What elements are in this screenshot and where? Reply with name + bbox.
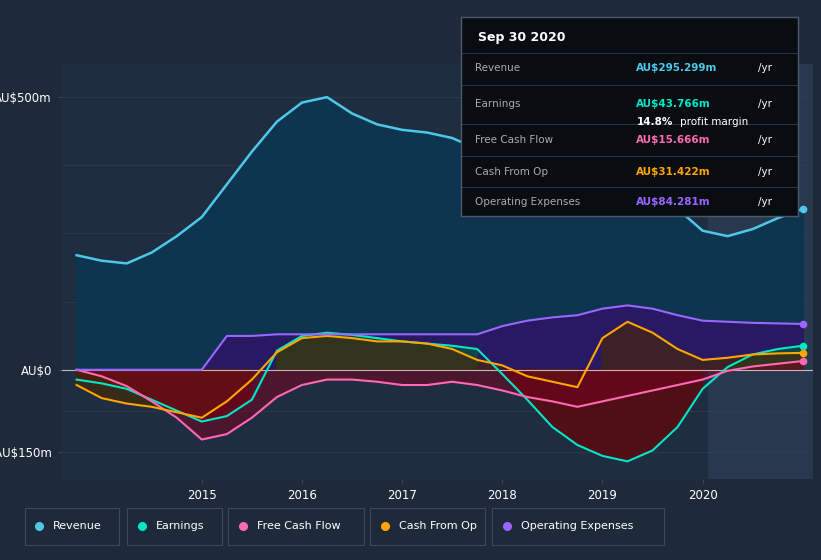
Text: Operating Expenses: Operating Expenses (475, 197, 580, 207)
FancyBboxPatch shape (127, 508, 222, 545)
Text: AU$31.422m: AU$31.422m (636, 167, 711, 177)
FancyBboxPatch shape (25, 508, 119, 545)
Text: Free Cash Flow: Free Cash Flow (257, 521, 341, 531)
Text: Earnings: Earnings (475, 99, 521, 109)
Text: Operating Expenses: Operating Expenses (521, 521, 633, 531)
Text: profit margin: profit margin (680, 117, 749, 127)
Text: /yr: /yr (758, 63, 772, 73)
Text: /yr: /yr (758, 99, 772, 109)
Text: /yr: /yr (758, 135, 772, 145)
Text: Free Cash Flow: Free Cash Flow (475, 135, 553, 145)
Text: /yr: /yr (758, 167, 772, 177)
Text: /yr: /yr (758, 197, 772, 207)
Text: AU$84.281m: AU$84.281m (636, 197, 711, 207)
Text: Cash From Op: Cash From Op (399, 521, 477, 531)
Text: Sep 30 2020: Sep 30 2020 (478, 31, 566, 44)
FancyBboxPatch shape (228, 508, 364, 545)
Text: Revenue: Revenue (475, 63, 520, 73)
Text: AU$15.666m: AU$15.666m (636, 135, 711, 145)
Text: Cash From Op: Cash From Op (475, 167, 548, 177)
Text: AU$295.299m: AU$295.299m (636, 63, 718, 73)
Text: Revenue: Revenue (53, 521, 102, 531)
FancyBboxPatch shape (492, 508, 664, 545)
FancyBboxPatch shape (370, 508, 485, 545)
Text: Earnings: Earnings (156, 521, 204, 531)
Text: AU$43.766m: AU$43.766m (636, 99, 711, 109)
Bar (708, 64, 821, 479)
Text: 14.8%: 14.8% (636, 117, 673, 127)
